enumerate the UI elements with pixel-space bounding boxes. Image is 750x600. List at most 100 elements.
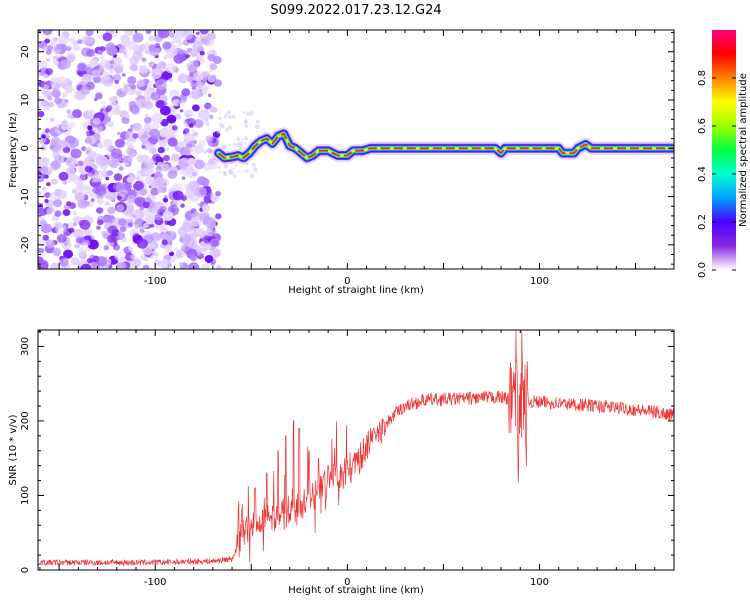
- noise-blob: [150, 187, 159, 196]
- noise-blob: [114, 138, 125, 148]
- noise-blob: [194, 81, 206, 91]
- noise-blob: [116, 131, 121, 136]
- noise-blob: [181, 88, 191, 97]
- noise-speck: [219, 123, 224, 128]
- noise-blob: [167, 169, 178, 179]
- noise-blob: [198, 140, 206, 147]
- noise-blob: [57, 76, 68, 86]
- y-tick-label: 0: [20, 567, 31, 573]
- noise-blob: [149, 242, 156, 248]
- noise-speck: [244, 170, 247, 173]
- noise-blob: [53, 199, 62, 208]
- noise-blob: [66, 109, 71, 114]
- noise-speck: [219, 171, 222, 174]
- noise-blob: [105, 201, 110, 206]
- noise-blob: [136, 238, 148, 249]
- noise-blob: [142, 246, 153, 256]
- noise-blob: [121, 73, 126, 77]
- noise-blob: [168, 77, 173, 83]
- noise-blob: [192, 104, 200, 112]
- noise-blob: [80, 85, 91, 95]
- noise-blob: [129, 56, 140, 65]
- spectrogram-xlabel: Height of straight line (km): [288, 285, 424, 296]
- spectrogram-noise: [38, 30, 260, 269]
- noise-blob: [136, 154, 146, 163]
- noise-speck: [249, 110, 254, 115]
- noise-blob: [114, 79, 119, 84]
- noise-blob: [177, 160, 188, 170]
- noise-blob: [164, 245, 173, 253]
- noise-blob: [150, 207, 158, 214]
- noise-speck: [218, 116, 222, 120]
- noise-blob: [202, 247, 208, 252]
- noise-blob: [97, 142, 104, 149]
- noise-blob: [193, 74, 202, 82]
- noise-blob: [57, 34, 69, 45]
- noise-speck: [254, 124, 260, 130]
- noise-blob: [106, 105, 113, 111]
- noise-speck: [228, 115, 232, 119]
- noise-blob: [74, 243, 80, 249]
- noise-blob: [177, 73, 189, 84]
- noise-blob: [38, 100, 43, 109]
- noise-speck: [236, 137, 241, 141]
- noise-blob: [171, 153, 181, 162]
- noise-blob: [109, 159, 119, 169]
- noise-blob: [87, 108, 96, 116]
- noise-blob: [179, 262, 184, 267]
- noise-blob: [85, 135, 96, 145]
- noise-speck: [244, 142, 247, 145]
- noise-blob: [96, 198, 104, 204]
- noise-blob: [158, 30, 170, 39]
- noise-blob: [166, 114, 177, 124]
- noise-blob: [116, 63, 124, 71]
- noise-blob: [143, 130, 150, 137]
- noise-blob: [86, 49, 95, 58]
- noise-blob: [157, 146, 165, 154]
- noise-blob: [177, 142, 184, 148]
- spectrogram-ylabel: Frequency (Hz): [8, 112, 19, 188]
- noise-blob: [176, 32, 184, 38]
- noise-blob: [135, 90, 142, 97]
- noise-blob: [135, 173, 144, 181]
- noise-blob: [182, 130, 187, 135]
- noise-blob: [46, 182, 51, 187]
- noise-blob: [128, 246, 134, 251]
- noise-blob: [42, 234, 50, 241]
- noise-blob: [87, 173, 94, 179]
- noise-blob: [200, 38, 207, 44]
- noise-blob: [101, 170, 109, 178]
- noise-blob: [81, 73, 92, 84]
- noise-blob: [144, 214, 156, 225]
- noise-blob: [175, 251, 183, 258]
- noise-blob: [156, 63, 164, 70]
- noise-speck: [251, 163, 256, 168]
- colorbar-tick-label: 0.2: [697, 214, 708, 230]
- noise-blob: [142, 223, 149, 229]
- noise-speck: [238, 145, 244, 151]
- noise-blob: [179, 41, 184, 46]
- noise-blob: [192, 131, 199, 137]
- noise-blob: [121, 116, 130, 125]
- noise-blob: [145, 30, 152, 34]
- noise-blob: [191, 172, 197, 177]
- noise-blob: [141, 145, 146, 149]
- noise-blob: [148, 44, 157, 52]
- noise-blob: [133, 180, 144, 191]
- noise-blob: [69, 122, 76, 128]
- noise-blob: [203, 149, 208, 154]
- noise-blob: [181, 30, 194, 40]
- snr-axes: -100 0 100 0 100 200 300: [20, 330, 675, 588]
- noise-blob: [130, 213, 135, 218]
- noise-blob: [163, 154, 170, 162]
- noise-blob: [200, 178, 210, 187]
- noise-blob: [191, 128, 195, 132]
- noise-blob: [111, 95, 118, 101]
- x-tick-label: -100: [144, 276, 167, 287]
- noise-blob: [45, 68, 53, 76]
- noise-blob: [51, 178, 58, 185]
- noise-blob: [199, 30, 209, 35]
- noise-blob: [113, 173, 123, 182]
- noise-blob: [85, 185, 92, 191]
- noise-blob: [190, 81, 198, 89]
